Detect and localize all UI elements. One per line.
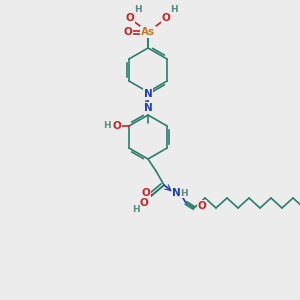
Text: O: O <box>124 27 132 37</box>
Text: As: As <box>141 27 155 37</box>
Text: H: H <box>170 5 178 14</box>
Text: H: H <box>134 5 142 14</box>
Text: H: H <box>132 205 140 214</box>
Text: O: O <box>126 13 134 23</box>
Text: O: O <box>162 13 170 23</box>
Text: N: N <box>144 103 152 113</box>
Text: O: O <box>198 201 206 211</box>
Text: N: N <box>172 188 180 198</box>
Text: N: N <box>144 89 152 99</box>
Text: O: O <box>140 198 148 208</box>
Text: O: O <box>142 188 150 198</box>
Text: H: H <box>103 122 111 130</box>
Text: H: H <box>180 188 188 197</box>
Text: O: O <box>112 121 121 131</box>
